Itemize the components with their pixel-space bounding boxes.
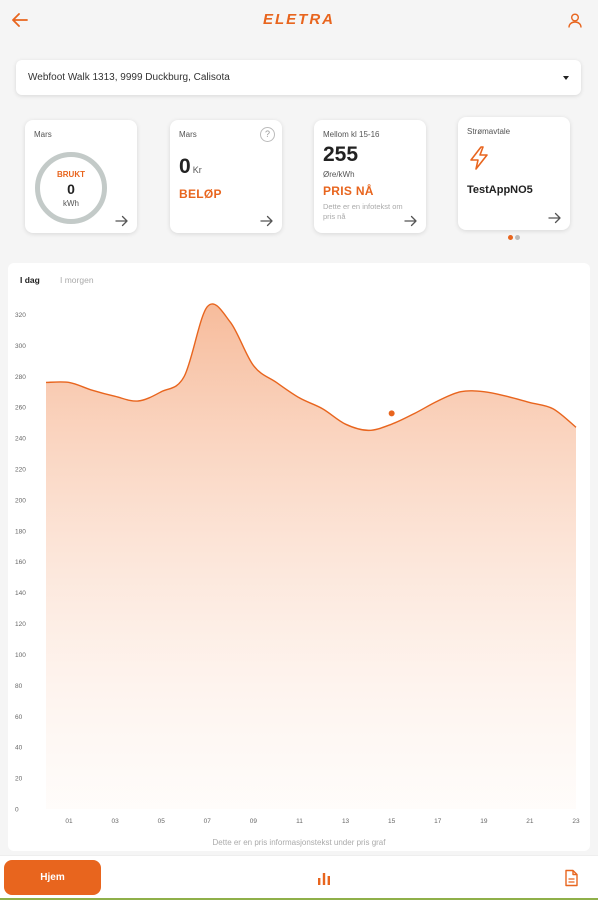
x-tick-label: 05 (158, 818, 166, 825)
amount-unit: Kr (192, 165, 202, 175)
y-tick-label: 20 (15, 776, 23, 783)
price-card[interactable]: Mellom kl 15-16 255 Øre/kWh PRIS NÅ Dett… (314, 120, 426, 233)
usage-ring: BRUKT 0 kWh (35, 152, 107, 224)
x-tick-label: 09 (250, 818, 258, 825)
profile-button[interactable] (564, 9, 586, 31)
x-tick-label: 15 (388, 818, 396, 825)
carousel-dot[interactable] (508, 235, 513, 240)
y-tick-label: 40 (15, 745, 23, 752)
arrow-left-icon (12, 13, 28, 27)
user-icon (568, 13, 582, 28)
bottom-strip (0, 898, 598, 900)
y-tick-label: 140 (15, 590, 26, 597)
y-tick-label: 220 (15, 467, 26, 474)
arrow-right-icon[interactable] (115, 215, 129, 227)
amount-card[interactable]: Mars ? 0 Kr BELØP (170, 120, 282, 233)
carousel-dot[interactable] (515, 235, 520, 240)
y-tick-label: 300 (15, 343, 26, 350)
y-tick-label: 60 (15, 714, 23, 721)
usage-period: Mars (34, 130, 52, 139)
carousel-indicator[interactable] (508, 235, 520, 240)
contract-name: TestAppNO5 (467, 184, 533, 196)
arrow-right-icon[interactable] (260, 215, 274, 227)
price-info-text: Dette er en infotekst om pris nå (323, 202, 403, 221)
x-tick-label: 13 (342, 818, 350, 825)
x-tick-label: 17 (434, 818, 442, 825)
bottom-navigation: Hjem (0, 855, 598, 900)
price-area (46, 303, 576, 809)
back-button[interactable] (8, 8, 32, 32)
x-tick-label: 19 (480, 818, 488, 825)
y-tick-label: 200 (15, 497, 26, 504)
price-chart-card: I dag I morgen 0 20 40 60 80 100 120 140 160 180 2… (8, 263, 590, 851)
y-tick-label: 260 (15, 405, 26, 412)
y-tick-label: 80 (15, 683, 23, 690)
arrow-right-icon[interactable] (548, 212, 562, 224)
price-period: Mellom kl 15-16 (323, 130, 380, 139)
price-unit: Øre/kWh (323, 170, 355, 179)
usage-unit: kWh (63, 199, 79, 208)
tab-today[interactable]: I dag (20, 275, 40, 285)
x-tick-label: 07 (204, 818, 212, 825)
y-tick-label: 120 (15, 621, 26, 628)
y-tick-label: 240 (15, 436, 26, 443)
arrow-right-icon[interactable] (404, 215, 418, 227)
amount-value-line: 0 Kr (179, 155, 202, 179)
chart-caption: Dette er en pris informasjonstekst under… (212, 838, 386, 847)
price-now-label: PRIS NÅ (323, 184, 374, 198)
amount-value: 0 (179, 155, 191, 178)
y-tick-label: 180 (15, 528, 26, 535)
usage-ring-label: BRUKT (57, 170, 85, 179)
contract-card[interactable]: Strømavtale TestAppNO5 (458, 117, 570, 230)
y-tick-label: 280 (15, 374, 26, 381)
x-tick-label: 21 (526, 818, 534, 825)
y-tick-label: 160 (15, 559, 26, 566)
help-icon[interactable]: ? (260, 127, 275, 142)
amount-label: BELØP (179, 187, 222, 201)
price-line (45, 303, 577, 432)
x-tick-label: 01 (65, 818, 73, 825)
app-header: ELETRA (0, 0, 598, 42)
lightning-icon (470, 146, 488, 170)
y-tick-label: 0 (15, 807, 19, 814)
y-tick-label: 320 (15, 312, 26, 319)
address-select[interactable]: Webfoot Walk 1313, 9999 Duckburg, Caliso… (16, 60, 581, 95)
y-tick-label: 100 (15, 652, 26, 659)
amount-period: Mars (179, 130, 197, 139)
x-tick-label: 23 (572, 818, 580, 825)
x-tick-label: 11 (296, 818, 303, 825)
price-value: 255 (323, 143, 359, 166)
usage-card[interactable]: Mars BRUKT 0 kWh (25, 120, 137, 233)
document-icon[interactable] (562, 869, 580, 887)
current-price-marker (388, 410, 395, 417)
x-tick-label: 03 (112, 818, 120, 825)
home-button[interactable]: Hjem (4, 860, 101, 895)
contract-title: Strømavtale (467, 127, 511, 136)
tab-tomorrow[interactable]: I morgen (60, 275, 94, 285)
address-value: Webfoot Walk 1313, 9999 Duckburg, Caliso… (28, 72, 230, 83)
price-chart: 0 20 40 60 80 100 120 140 160 180 200 220 240 260 280 3… (15, 303, 580, 825)
usage-value: 0 (67, 181, 75, 197)
caret-down-icon (563, 75, 569, 80)
brand-logo: ELETRA (263, 11, 335, 28)
bar-chart-icon[interactable] (315, 869, 333, 887)
